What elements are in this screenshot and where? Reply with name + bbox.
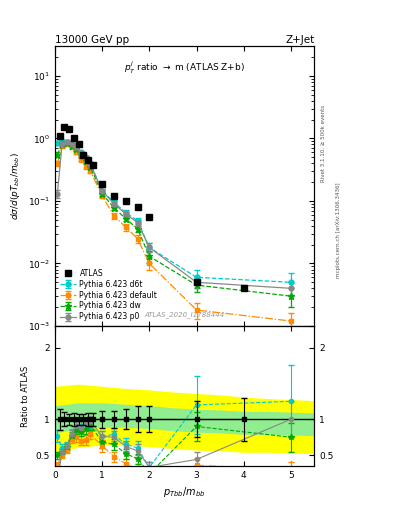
Y-axis label: Ratio to ATLAS: Ratio to ATLAS — [21, 366, 30, 426]
Legend: ATLAS, Pythia 6.423 d6t, Pythia 6.423 default, Pythia 6.423 dw, Pythia 6.423 p0: ATLAS, Pythia 6.423 d6t, Pythia 6.423 de… — [58, 267, 159, 323]
ATLAS — [123, 198, 128, 204]
ATLAS — [81, 152, 86, 158]
ATLAS — [147, 214, 152, 220]
Text: $p_T^j$ ratio $\rightarrow$ m (ATLAS Z+b): $p_T^j$ ratio $\rightarrow$ m (ATLAS Z+b… — [124, 60, 245, 76]
ATLAS — [112, 193, 116, 199]
ATLAS — [100, 180, 105, 186]
Text: mcplots.cern.ch [arXiv:1306.3436]: mcplots.cern.ch [arXiv:1306.3436] — [336, 183, 341, 278]
Line: ATLAS: ATLAS — [56, 124, 247, 292]
ATLAS — [72, 135, 76, 141]
ATLAS — [76, 141, 81, 147]
Y-axis label: $d\sigma/d(pT_{bb}/m_{bb})$: $d\sigma/d(pT_{bb}/m_{bb})$ — [9, 152, 22, 220]
ATLAS — [86, 157, 90, 163]
Text: 13000 GeV pp: 13000 GeV pp — [55, 35, 129, 45]
ATLAS — [62, 124, 67, 131]
Text: Rivet 3.1.10, ≥ 500k events: Rivet 3.1.10, ≥ 500k events — [320, 105, 325, 182]
Text: Z+Jet: Z+Jet — [285, 35, 314, 45]
Text: ATLAS_2020_I1788444: ATLAS_2020_I1788444 — [145, 311, 225, 317]
ATLAS — [194, 279, 199, 285]
ATLAS — [90, 162, 95, 168]
ATLAS — [241, 285, 246, 291]
ATLAS — [135, 204, 140, 210]
ATLAS — [67, 126, 72, 133]
X-axis label: $p_{Tbb}/m_{bb}$: $p_{Tbb}/m_{bb}$ — [163, 485, 206, 499]
ATLAS — [57, 133, 62, 139]
